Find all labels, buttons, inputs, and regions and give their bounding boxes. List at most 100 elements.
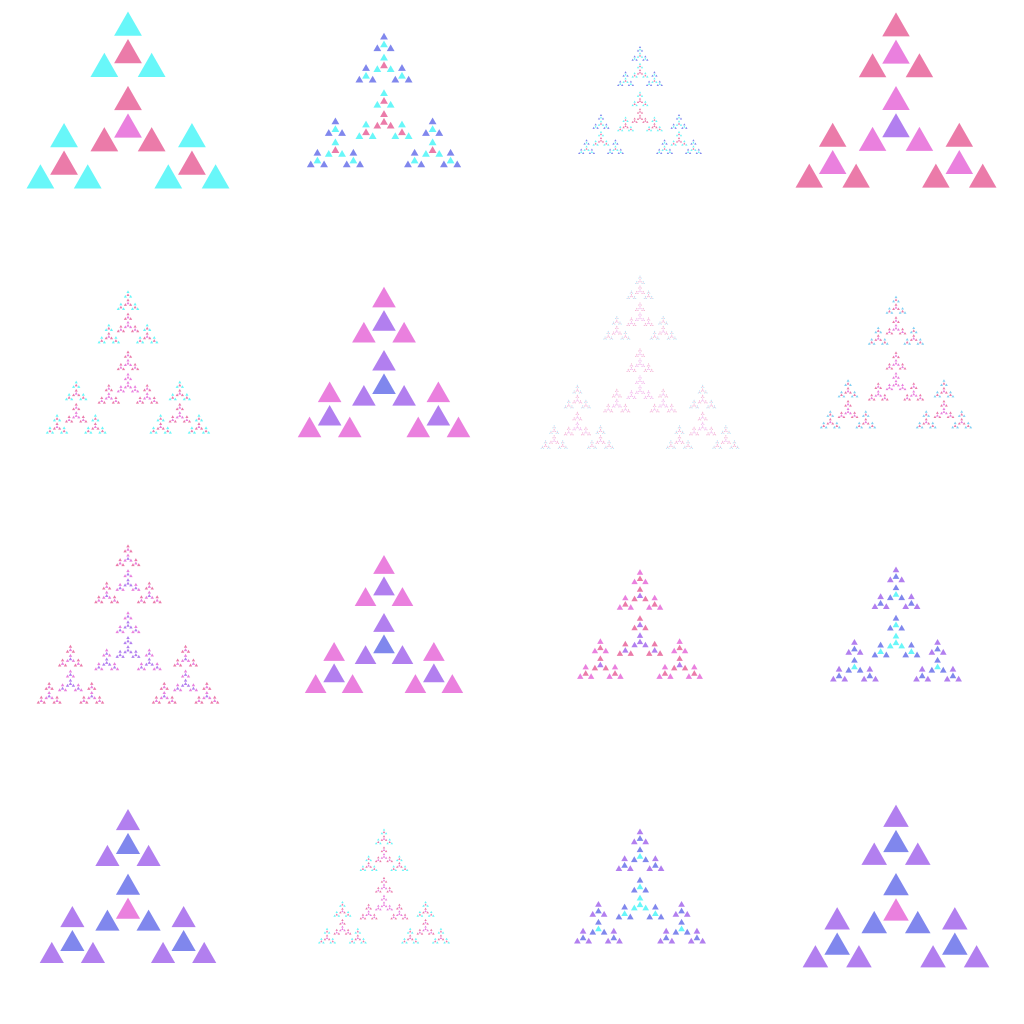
triangle [616, 315, 618, 317]
triangle [683, 447, 685, 449]
triangle [683, 910, 691, 917]
triangle [665, 142, 668, 145]
triangle [655, 332, 657, 334]
triangle [647, 290, 650, 292]
triangle [598, 440, 601, 442]
triangle [680, 442, 683, 444]
triangle [614, 390, 617, 392]
triangle [684, 446, 686, 449]
triangle [624, 404, 627, 407]
triangle [570, 434, 572, 436]
triangle [616, 330, 618, 332]
triangle [134, 561, 138, 565]
triangle [155, 665, 159, 669]
triangle [681, 143, 684, 146]
triangle [639, 358, 641, 360]
triangle [653, 332, 656, 334]
triangle [633, 117, 636, 120]
triangle [107, 323, 111, 327]
triangle [651, 411, 654, 413]
triangle [611, 406, 614, 408]
triangle [918, 665, 926, 672]
triangle [894, 298, 898, 301]
triangle [909, 394, 913, 397]
triangle [864, 413, 868, 416]
triangle [352, 321, 376, 343]
triangle [721, 440, 724, 442]
triangle [662, 398, 664, 400]
triangle [678, 918, 685, 925]
triangle [636, 355, 638, 357]
triangle [424, 925, 427, 928]
triangle [611, 396, 614, 398]
triangle [634, 319, 637, 321]
triangle [928, 648, 936, 655]
triangle [883, 804, 909, 827]
triangle [331, 117, 340, 125]
triangle [656, 604, 664, 610]
triangle [346, 913, 350, 916]
triangle [690, 148, 693, 151]
triangle [386, 890, 389, 893]
triangle [190, 426, 194, 430]
triangle [123, 650, 127, 654]
triangle [546, 441, 548, 444]
triangle [109, 667, 114, 671]
triangle [674, 143, 677, 146]
triangle [892, 573, 900, 579]
triangle [129, 385, 133, 389]
triangle [673, 338, 675, 340]
triangle [835, 672, 843, 679]
triangle [624, 118, 627, 121]
triangle [698, 417, 701, 419]
triangle [679, 123, 683, 126]
triangle [608, 443, 610, 445]
triangle [123, 294, 127, 298]
triangle [617, 129, 620, 132]
triangle [82, 698, 86, 702]
triangle [690, 446, 692, 449]
triangle [93, 417, 97, 420]
triangle [660, 333, 662, 335]
triangle [368, 132, 377, 140]
triangle [552, 440, 554, 442]
triangle [406, 931, 410, 934]
triangle [714, 407, 717, 409]
triangle [390, 842, 394, 845]
triangle [185, 415, 189, 418]
triangle [701, 412, 704, 415]
triangle [185, 418, 189, 422]
triangle [658, 82, 661, 85]
triangle [642, 120, 645, 123]
triangle [851, 663, 858, 670]
triangle [670, 151, 674, 154]
triangle [51, 430, 55, 434]
triangle [692, 147, 695, 150]
triangle [694, 142, 697, 145]
triangle [616, 392, 618, 394]
triangle [701, 394, 704, 396]
triangle [598, 430, 601, 432]
triangle [626, 370, 628, 372]
triangle [367, 912, 370, 915]
triangle [691, 670, 698, 676]
triangle [346, 931, 350, 934]
triangle [633, 396, 636, 399]
triangle [585, 403, 587, 405]
triangle [377, 904, 380, 907]
triangle [663, 141, 666, 144]
triangle [599, 139, 603, 142]
triangle [883, 829, 909, 853]
triangle [597, 123, 601, 126]
triangle [375, 868, 378, 872]
triangle [369, 858, 372, 862]
triangle [618, 396, 620, 398]
triangle [877, 593, 884, 600]
triangle [628, 297, 631, 300]
triangle [446, 416, 471, 438]
triangle [683, 442, 685, 444]
triangle [373, 867, 376, 870]
triangle [897, 320, 900, 323]
triangle [639, 359, 641, 361]
triangle [350, 940, 354, 943]
